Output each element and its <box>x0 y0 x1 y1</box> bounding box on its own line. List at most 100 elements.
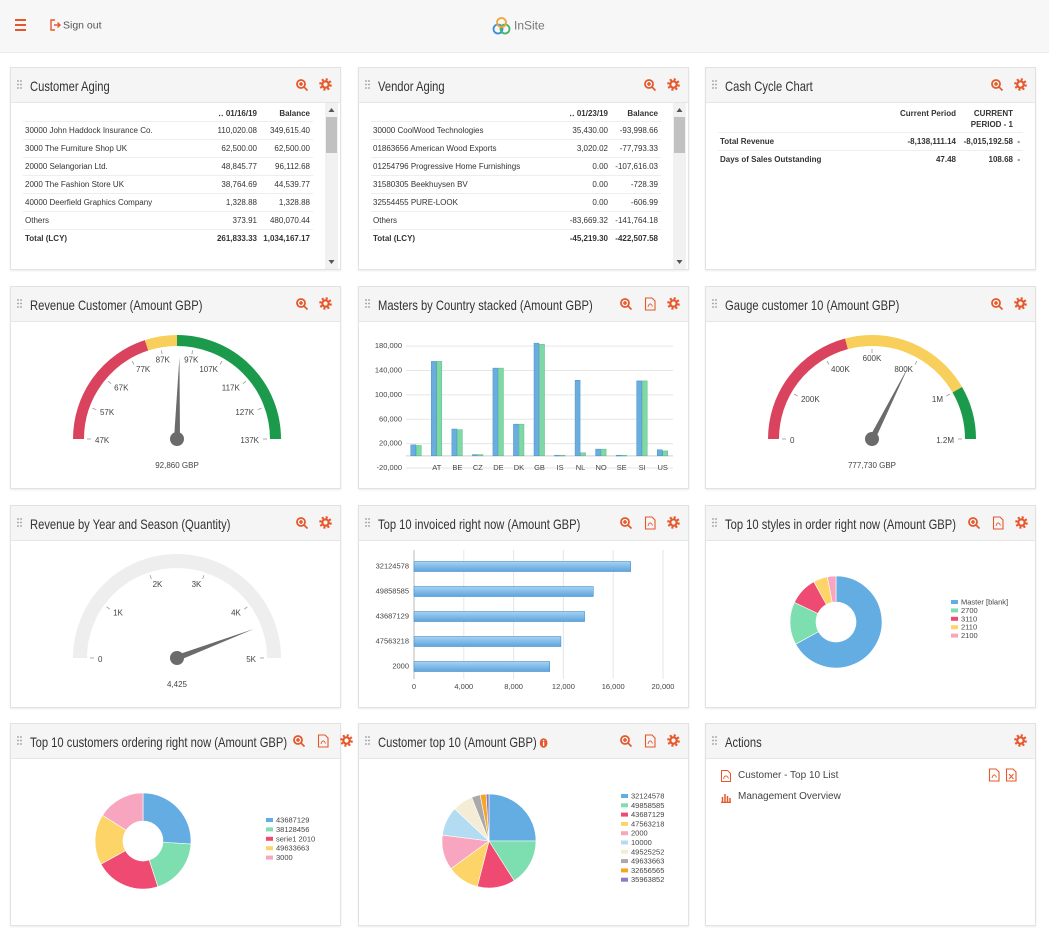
panel: Revenue Customer (Amount GBP) 47K 57K 67K 77… <box>10 286 341 489</box>
drag-handle[interactable] <box>365 80 371 90</box>
scrollbar[interactable] <box>325 103 338 269</box>
drag-handle[interactable] <box>365 518 371 528</box>
action-link[interactable]: Management Overview <box>738 791 841 802</box>
xls-button[interactable] <box>1004 768 1018 782</box>
legend-swatch <box>621 831 628 836</box>
zoom-button[interactable] <box>967 516 981 530</box>
zoom-button[interactable] <box>292 734 306 748</box>
zoom-button[interactable] <box>619 297 633 311</box>
zoom-lens <box>296 79 306 89</box>
gear-button[interactable] <box>1014 78 1028 92</box>
drag-dot <box>712 518 714 520</box>
x-tick-label: 4,000 <box>454 682 473 691</box>
bar <box>431 361 437 457</box>
legend-label: 47563218 <box>631 819 664 828</box>
scroll-up[interactable] <box>676 108 683 112</box>
drag-dot <box>712 521 714 524</box>
drag-dot <box>368 299 370 301</box>
drag-handle[interactable] <box>17 518 23 528</box>
drag-handle[interactable] <box>365 736 371 746</box>
action-link[interactable]: Customer - Top 10 List <box>738 770 839 781</box>
zoom-button[interactable] <box>619 516 633 530</box>
gear-button[interactable] <box>1014 734 1028 748</box>
zoom-button[interactable] <box>295 78 309 92</box>
gear-button[interactable] <box>667 297 681 311</box>
column-header: CURRENT PERIOD - 1 <box>970 109 1013 129</box>
legend-swatch <box>621 877 628 882</box>
pdf-button[interactable] <box>987 768 1001 782</box>
zoom-button[interactable] <box>295 516 309 530</box>
pdf-button[interactable] <box>991 516 1005 530</box>
row-label: Total Revenue <box>720 137 775 146</box>
pdf-button[interactable] <box>643 516 657 530</box>
zoom-button[interactable] <box>295 297 309 311</box>
menu-button[interactable] <box>15 19 26 31</box>
panel-title-wrap: Masters by Country stacked (Amount GBP) <box>378 297 593 313</box>
zoom-lens <box>968 517 978 527</box>
zoom-button[interactable] <box>990 78 1004 92</box>
panel-body: 43687129 38128456 serie1 2010 49633663 3000 <box>11 759 340 925</box>
pdf-button[interactable] <box>643 734 657 748</box>
info-icon[interactable] <box>540 738 548 748</box>
row-separator <box>23 211 313 212</box>
gear-button[interactable] <box>319 516 333 530</box>
pdf-mark <box>647 740 653 745</box>
bar <box>477 454 484 457</box>
drag-dot <box>368 736 370 738</box>
slice <box>795 575 883 669</box>
gear-button[interactable] <box>319 297 333 311</box>
gear-button[interactable] <box>319 78 333 92</box>
table-cell: 480,070.44 <box>269 216 310 225</box>
gauge-tick-label: 4K <box>231 609 241 618</box>
gear-button[interactable] <box>340 734 354 748</box>
gauge-tick-label: 2K <box>153 580 163 589</box>
drag-dot <box>368 306 370 308</box>
drag-dot <box>20 83 22 86</box>
panel-title-wrap: Top 10 styles in order right now (Amount… <box>725 516 956 532</box>
scroll-down[interactable] <box>328 260 335 264</box>
gear-body <box>669 80 678 89</box>
row-separator <box>23 175 313 176</box>
zoom-lens <box>293 735 303 745</box>
drag-handle[interactable] <box>365 299 371 309</box>
drag-handle[interactable] <box>17 299 23 309</box>
row-separator <box>371 193 661 194</box>
scroll-up[interactable] <box>328 108 335 112</box>
table-cell: 261,833.33 <box>216 234 257 243</box>
scroll-arrows[interactable] <box>325 103 338 269</box>
drag-handle[interactable] <box>712 518 718 528</box>
sign-out-icon[interactable] <box>50 19 61 31</box>
panel-header: Masters by Country stacked (Amount GBP) <box>359 287 688 322</box>
action-icon[interactable] <box>720 791 732 803</box>
scroll-arrows[interactable] <box>673 103 686 269</box>
gear-button[interactable] <box>667 78 681 92</box>
gear-button[interactable] <box>667 734 681 748</box>
sign-out[interactable]: Sign out <box>63 19 102 31</box>
y-tick-label: 32124578 <box>376 561 409 570</box>
pdf-button[interactable] <box>643 297 657 311</box>
zoom-button[interactable] <box>990 297 1004 311</box>
gear-body <box>321 80 330 89</box>
drag-dot <box>17 83 19 86</box>
pdf-button[interactable] <box>316 734 330 748</box>
action-icon[interactable] <box>720 770 732 782</box>
column-header: Balance <box>627 109 658 118</box>
scroll-thumb[interactable] <box>674 117 685 153</box>
panel-body: Master [blank] 2700 3110 2110 2100 <box>706 541 1035 707</box>
gear-button[interactable] <box>1015 516 1029 530</box>
legend-swatch <box>266 827 273 832</box>
gear-button[interactable] <box>1014 297 1028 311</box>
drag-handle[interactable] <box>712 299 718 309</box>
scroll-down[interactable] <box>676 260 683 264</box>
zoom-button[interactable] <box>643 78 657 92</box>
gear-button[interactable] <box>667 516 681 530</box>
scroll-thumb[interactable] <box>326 117 337 153</box>
scrollbar[interactable] <box>673 103 686 269</box>
zoom-button[interactable] <box>619 734 633 748</box>
gauge-band <box>845 335 963 393</box>
drag-handle[interactable] <box>712 736 718 746</box>
x-tick-label: 0 <box>412 682 416 691</box>
drag-handle[interactable] <box>17 736 23 746</box>
drag-handle[interactable] <box>712 80 718 90</box>
drag-handle[interactable] <box>17 80 23 90</box>
